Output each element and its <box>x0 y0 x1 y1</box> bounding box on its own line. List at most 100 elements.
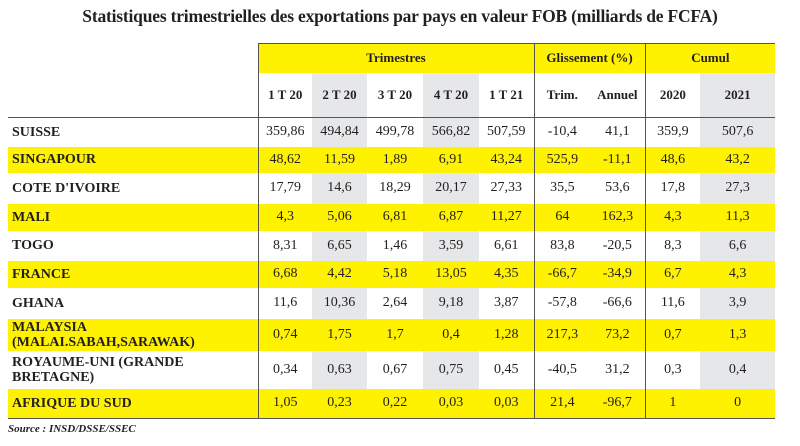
group-glissement: Glissement (%) <box>533 43 646 73</box>
value-cell: 6,65 <box>312 230 367 261</box>
value-cell: -34,9 <box>590 260 646 288</box>
column-header: 1 T 21 <box>479 72 535 118</box>
value-cell: 217,3 <box>533 318 591 351</box>
value-cell: 6,91 <box>423 146 479 173</box>
value-cell: 0,3 <box>644 350 701 389</box>
country-name: SINGAPOUR <box>8 146 258 173</box>
value-cell: 0 <box>700 388 776 419</box>
value-cell: 41,1 <box>605 124 630 140</box>
value-cell: 0,4 <box>423 318 479 351</box>
value-cell: 6,87 <box>423 203 479 231</box>
value-cell: -11,1 <box>590 146 646 173</box>
value-cell: 566,82 <box>423 117 479 147</box>
value-cell: 4,3 <box>644 203 701 231</box>
table-row: ROYAUME-UNI (GRANDE BRETAGNE) 0,34 0,63 0,6… <box>8 350 776 389</box>
table-row: MALI 4,3 5,06 6,81 6,87 11,27 64 162,3 4,3 11,3 <box>8 203 776 231</box>
value-cell: 11,6 <box>644 287 701 319</box>
exports-table: Trimestres Glissement (%) Cumul 1 T 20 2 … <box>8 43 776 419</box>
column-header: 3 T 20 <box>367 72 423 118</box>
country-name: ROYAUME-UNI (GRANDE BRETAGNE) <box>12 354 184 385</box>
value-cell: -66,6 <box>602 295 632 310</box>
value-cell: 3,59 <box>423 230 479 261</box>
value-cell: 11,59 <box>312 146 367 173</box>
value-cell: 21,4 <box>533 388 591 419</box>
value-cell: 499,78 <box>375 124 415 140</box>
value-cell: 3,87 <box>494 295 519 310</box>
value-cell: 43,2 <box>700 146 776 173</box>
value-cell: -57,8 <box>533 287 591 319</box>
country-name: AFRIQUE DU SUD <box>8 388 258 419</box>
value-cell: -10,4 <box>533 117 591 147</box>
table-title: Statistiques trimestrielles des exportat… <box>82 6 718 26</box>
value-cell: 0,03 <box>479 388 535 419</box>
source-note: Source : INSD/DSSE/SSEC <box>8 423 136 435</box>
value-cell: 0,67 <box>382 361 408 377</box>
value-cell: 13,05 <box>423 260 479 288</box>
value-cell: 9,18 <box>423 287 479 319</box>
value-cell: 0,22 <box>367 388 423 419</box>
table-row: FRANCE 6,68 4,42 5,18 13,05 4,35 -66,7 -34,9 6,7… <box>8 260 776 288</box>
value-cell: 6,81 <box>367 203 423 231</box>
value-cell: 11,27 <box>479 203 535 231</box>
country-name: TOGO <box>12 238 54 253</box>
value-cell: 27,3 <box>700 172 776 204</box>
value-cell: 8,3 <box>644 230 701 261</box>
value-cell: 31,2 <box>605 361 630 377</box>
column-header: 2021 <box>700 72 776 118</box>
value-cell: 6,6 <box>700 230 776 261</box>
value-cell: 35,5 <box>533 172 591 204</box>
value-cell: 0,75 <box>423 350 479 389</box>
value-cell: 1,46 <box>382 237 408 253</box>
country-name: SUISSE <box>12 124 61 140</box>
value-cell: 3,9 <box>700 287 776 319</box>
table-row: SINGAPOUR 48,62 11,59 1,89 6,91 43,24 525,9 -11… <box>8 146 776 173</box>
value-cell: 17,8 <box>644 172 701 204</box>
corner-cell <box>8 44 258 73</box>
table-row: COTE D'IVOIRE 17,79 14,6 18,29 20,17 27,33 35,… <box>8 172 776 204</box>
value-cell: 1,3 <box>700 318 776 351</box>
value-cell: 4,42 <box>312 260 367 288</box>
value-cell: 18,29 <box>379 180 411 195</box>
column-header: 2020 <box>644 72 701 118</box>
value-cell: 4,3 <box>257 203 312 231</box>
value-cell: 0,34 <box>257 350 312 389</box>
value-cell: -66,7 <box>533 260 591 288</box>
table-row: MALAYSIA (MALAI.SABAH,SARAWAK) 0,74 1,75 1,… <box>8 318 776 351</box>
group-trimestres: Trimestres <box>257 43 535 73</box>
country-name: GHANA <box>12 295 65 311</box>
value-cell: 494,84 <box>312 117 367 147</box>
value-cell: 11,3 <box>700 203 776 231</box>
country-name: COTE D'IVOIRE <box>12 180 121 196</box>
value-cell: 0,03 <box>423 388 479 419</box>
value-cell: -96,7 <box>590 388 646 419</box>
corner-cell <box>8 72 258 118</box>
country-name: FRANCE <box>8 260 258 288</box>
value-cell: 162,3 <box>590 203 646 231</box>
value-cell: 83,8 <box>533 230 591 261</box>
value-cell: 0,45 <box>494 361 519 377</box>
value-cell: 1,89 <box>367 146 423 173</box>
value-cell: 2,64 <box>382 295 408 310</box>
value-cell: 1 <box>644 388 701 419</box>
value-cell: 5,18 <box>367 260 423 288</box>
value-cell: 6,68 <box>257 260 312 288</box>
value-cell: 507,6 <box>700 117 776 147</box>
value-cell: 359,9 <box>644 117 701 147</box>
value-cell: 73,2 <box>590 318 646 351</box>
column-header: 1 T 20 <box>257 72 312 118</box>
value-cell: 1,7 <box>367 318 423 351</box>
value-cell: 507,59 <box>487 124 526 140</box>
value-cell: 27,33 <box>490 180 523 195</box>
column-header: 2 T 20 <box>312 72 367 118</box>
value-cell: 17,79 <box>257 172 312 204</box>
value-cell: 11,6 <box>257 287 312 319</box>
value-cell: 1,05 <box>257 388 312 419</box>
value-cell: 48,62 <box>257 146 312 173</box>
value-cell: 0,4 <box>700 350 776 389</box>
value-cell: 0,7 <box>644 318 701 351</box>
value-cell: 4,35 <box>479 260 535 288</box>
value-cell: 1,75 <box>312 318 367 351</box>
value-cell: -20,5 <box>602 237 632 253</box>
country-name: MALAYSIA (MALAI.SABAH,SARAWAK) <box>8 318 258 351</box>
value-cell: 4,3 <box>700 260 776 288</box>
